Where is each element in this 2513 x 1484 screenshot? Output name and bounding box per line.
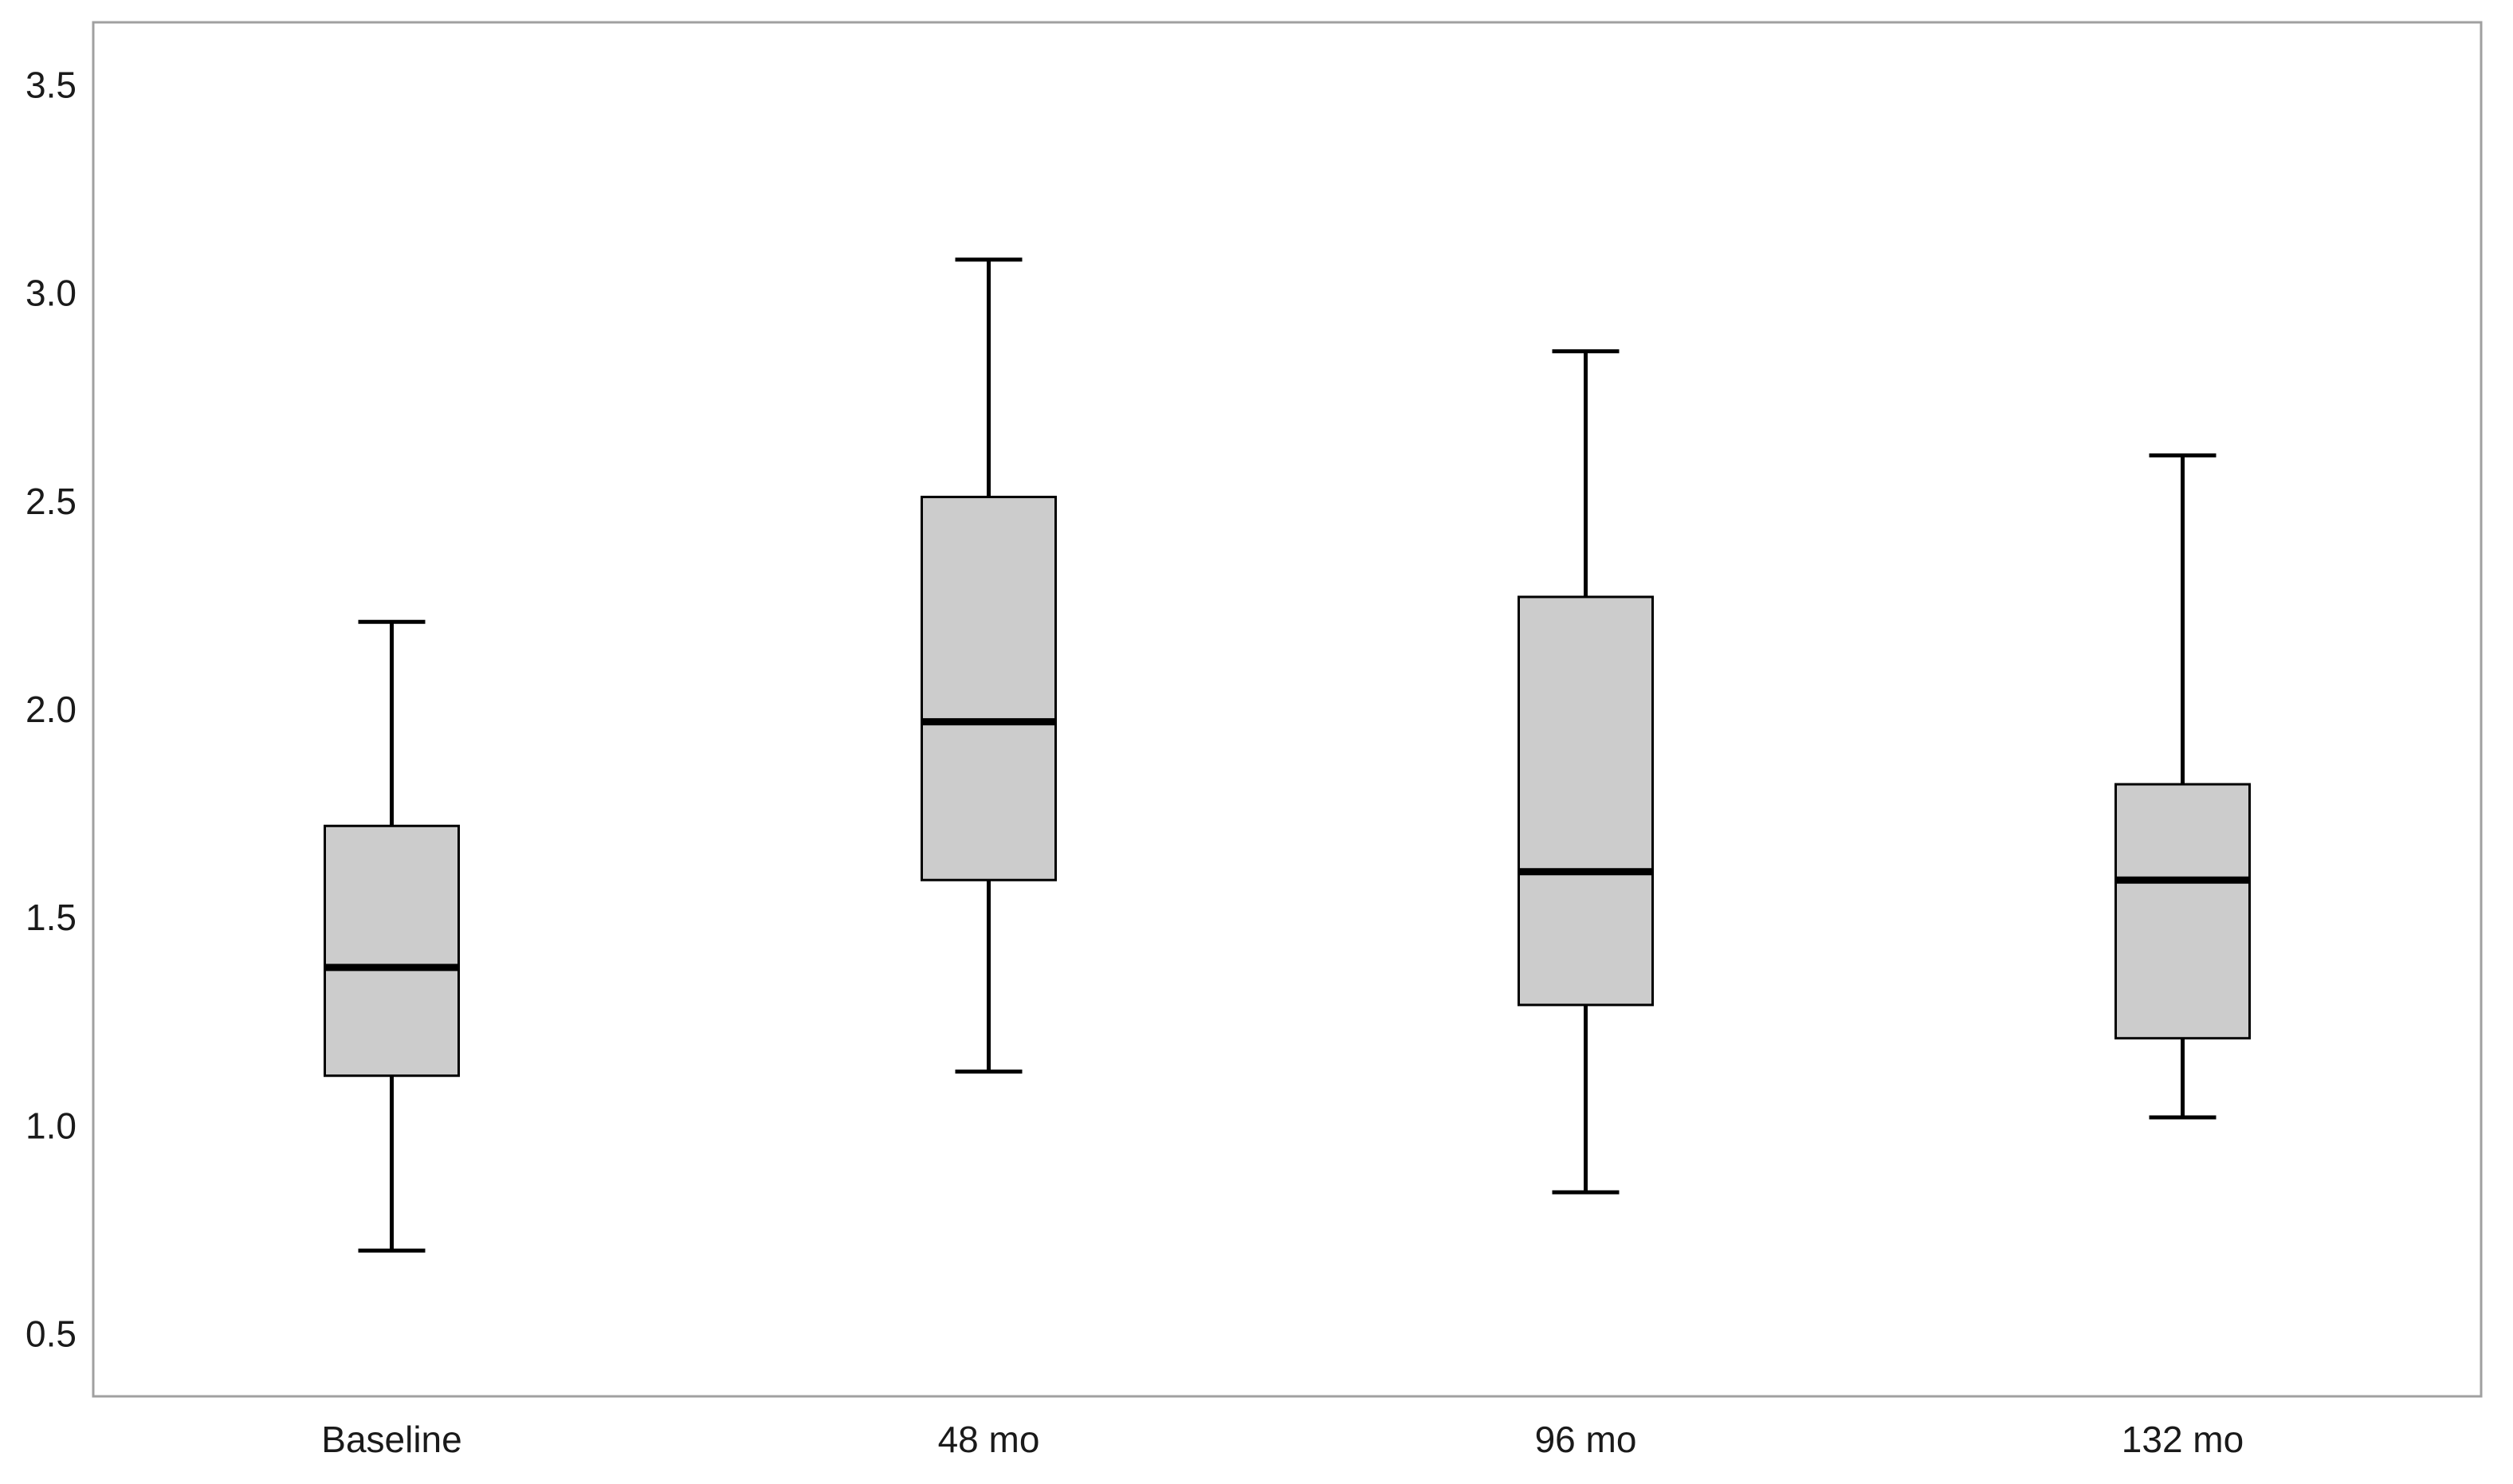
y-tick-label: 2.0	[26, 689, 77, 730]
x-category-label: 132 mo	[2122, 1419, 2244, 1460]
box-1	[921, 257, 1057, 1074]
y-tick-label: 2.5	[26, 481, 77, 522]
iqr-box	[921, 496, 1057, 881]
y-axis: 0.5 1.0 1.5 2.0 2.5 3.0 3.5	[26, 64, 77, 1354]
x-category-label: 48 mo	[938, 1419, 1040, 1460]
box-series	[324, 257, 2251, 1253]
y-tick-label: 1.5	[26, 897, 77, 938]
box-0	[324, 619, 460, 1253]
box-3	[2114, 453, 2251, 1120]
x-axis: Baseline 48 mo 96 mo 132 mo	[321, 1419, 2244, 1460]
x-category-label: 96 mo	[1535, 1419, 1637, 1460]
box-2	[1518, 349, 1654, 1195]
y-tick-label: 3.0	[26, 273, 77, 314]
y-tick-label: 3.5	[26, 64, 77, 105]
iqr-box	[1518, 595, 1654, 1007]
iqr-box	[2114, 783, 2251, 1040]
plot-frame	[92, 21, 2483, 1398]
x-category-label: Baseline	[321, 1419, 461, 1460]
y-tick-label: 0.5	[26, 1313, 77, 1355]
y-tick-label: 1.0	[26, 1105, 77, 1146]
iqr-box	[324, 824, 460, 1078]
